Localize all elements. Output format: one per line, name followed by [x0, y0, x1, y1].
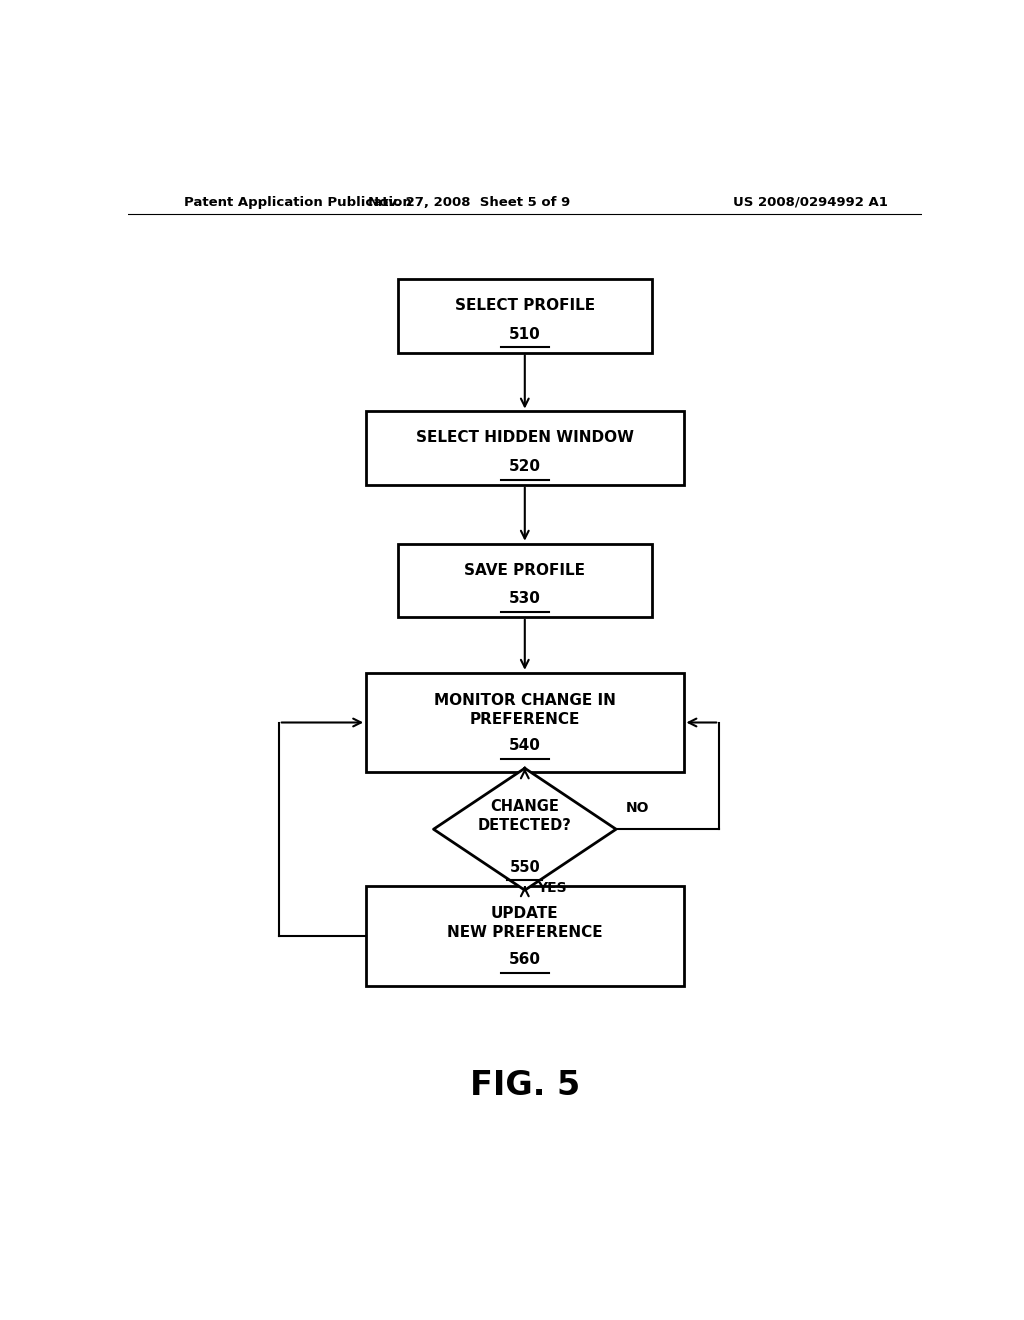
Text: 510: 510	[509, 327, 541, 342]
Bar	[397, 544, 651, 616]
Text: 540: 540	[509, 738, 541, 754]
Text: NEW PREFERENCE: NEW PREFERENCE	[447, 925, 602, 940]
Text: PREFERENCE: PREFERENCE	[470, 711, 580, 727]
Bar	[397, 280, 651, 352]
Text: SELECT PROFILE: SELECT PROFILE	[455, 298, 595, 313]
Bar	[367, 412, 684, 484]
Text: Nov. 27, 2008  Sheet 5 of 9: Nov. 27, 2008 Sheet 5 of 9	[368, 195, 570, 209]
Bar	[367, 673, 684, 772]
Text: SAVE PROFILE: SAVE PROFILE	[464, 562, 586, 578]
Bar	[367, 886, 684, 986]
Text: MONITOR CHANGE IN: MONITOR CHANGE IN	[434, 693, 615, 708]
Text: 520: 520	[509, 459, 541, 474]
Text: UPDATE: UPDATE	[490, 906, 559, 921]
Text: 530: 530	[509, 591, 541, 606]
Polygon shape	[433, 768, 616, 890]
Text: 550: 550	[509, 861, 541, 875]
Text: NO: NO	[626, 801, 649, 814]
Text: SELECT HIDDEN WINDOW: SELECT HIDDEN WINDOW	[416, 430, 634, 445]
Text: CHANGE
DETECTED?: CHANGE DETECTED?	[478, 799, 571, 833]
Text: FIG. 5: FIG. 5	[470, 1069, 580, 1102]
Text: 560: 560	[509, 952, 541, 966]
Text: US 2008/0294992 A1: US 2008/0294992 A1	[733, 195, 888, 209]
Text: Patent Application Publication: Patent Application Publication	[183, 195, 412, 209]
Text: YES: YES	[537, 882, 566, 895]
